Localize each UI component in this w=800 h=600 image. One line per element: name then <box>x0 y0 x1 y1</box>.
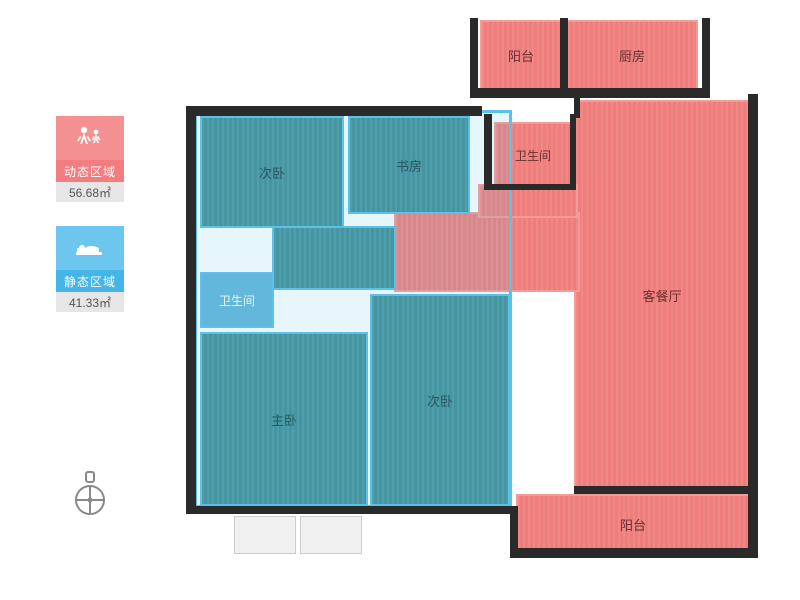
room-label: 卫生间 <box>219 292 255 309</box>
room-corridor_static <box>274 228 394 288</box>
wall <box>574 486 750 494</box>
room-label: 阳台 <box>508 46 534 65</box>
wall <box>570 114 576 190</box>
room-label: 客餐厅 <box>642 286 681 305</box>
wall <box>748 94 758 554</box>
balcony-floor <box>300 516 362 554</box>
room-second_bed_bottom: 次卧 <box>372 296 508 504</box>
room-bath_mid: 卫生间 <box>202 274 272 326</box>
wall <box>574 94 580 118</box>
wall <box>510 506 518 552</box>
wall <box>470 88 710 98</box>
floorplan: 阳台厨房卫生间客餐厅阳台次卧书房卫生间主卧次卧 <box>180 18 770 578</box>
wall <box>186 106 482 116</box>
wall <box>186 110 196 510</box>
room-balcony_bottom: 阳台 <box>518 496 748 552</box>
balcony-floor <box>234 516 296 554</box>
room-label: 厨房 <box>619 46 645 65</box>
legend: 动态区域 56.68㎡ 静态区域 41.33㎡ <box>56 116 124 336</box>
room-kitchen: 厨房 <box>568 22 696 88</box>
people-icon <box>56 116 124 160</box>
legend-static-value: 41.33㎡ <box>56 292 124 312</box>
room-label: 卫生间 <box>515 147 551 164</box>
room-bath_top: 卫生间 <box>496 124 570 186</box>
legend-dynamic-label: 动态区域 <box>56 160 124 182</box>
compass-icon <box>70 470 110 520</box>
room-study: 书房 <box>350 118 468 212</box>
wall <box>470 18 478 94</box>
wall <box>484 114 492 190</box>
room-master: 主卧 <box>202 334 366 504</box>
legend-dynamic: 动态区域 56.68㎡ <box>56 116 124 202</box>
sleep-icon <box>56 226 124 270</box>
room-corridor_accent <box>480 186 576 216</box>
wall <box>484 184 576 190</box>
wall <box>186 506 516 514</box>
room-second_bed_top: 次卧 <box>202 118 342 226</box>
room-balcony_top_left: 阳台 <box>482 22 560 88</box>
room-living_ext <box>396 214 578 290</box>
wall <box>560 18 568 94</box>
wall <box>510 548 758 558</box>
room-label: 主卧 <box>271 410 297 429</box>
room-label: 阳台 <box>620 515 646 534</box>
wall <box>702 18 710 94</box>
legend-static-label: 静态区域 <box>56 270 124 292</box>
legend-static: 静态区域 41.33㎡ <box>56 226 124 312</box>
room-label: 书房 <box>396 156 422 175</box>
room-label: 次卧 <box>427 391 453 410</box>
room-living: 客餐厅 <box>576 102 748 488</box>
legend-dynamic-value: 56.68㎡ <box>56 182 124 202</box>
room-label: 次卧 <box>259 163 285 182</box>
